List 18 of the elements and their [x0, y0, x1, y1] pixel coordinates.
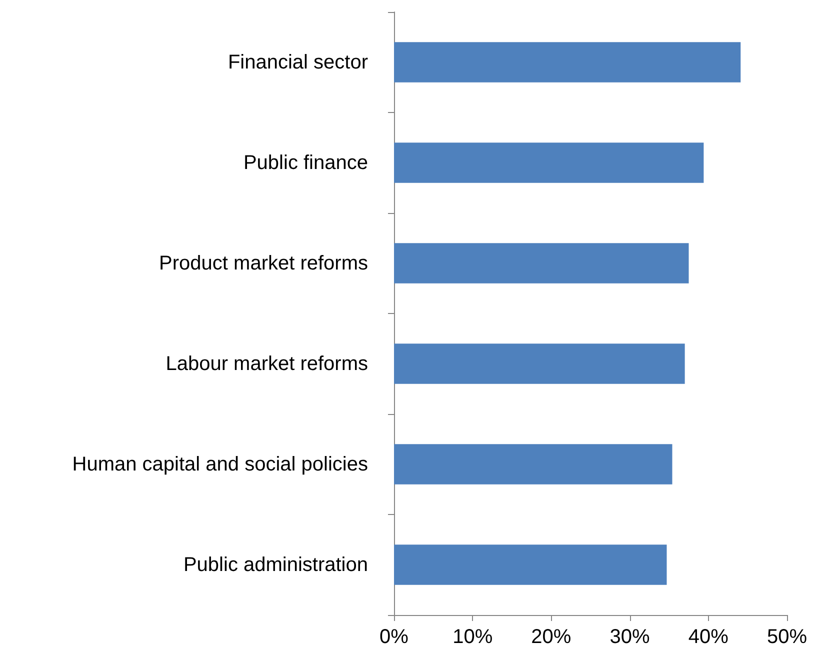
bar	[394, 243, 689, 284]
x-tick-label: 30%	[610, 626, 650, 648]
x-tick-label: 50%	[766, 626, 808, 648]
y-tick-label: Product market reforms	[159, 252, 368, 274]
y-tick-label: Financial sector	[228, 51, 368, 74]
bar	[394, 42, 741, 82]
x-tick-label: 10%	[452, 626, 493, 648]
bar	[394, 142, 704, 183]
x-tick-label: 20%	[531, 626, 572, 648]
y-tick-label: Public administration	[183, 554, 368, 576]
x-tick-label: 0%	[380, 626, 409, 648]
bar	[394, 544, 667, 585]
x-tick-label: 40%	[688, 626, 729, 648]
bar	[394, 344, 685, 384]
y-tick-label: Public finance	[243, 152, 368, 174]
y-tick-label: Human capital and social policies	[72, 453, 368, 476]
y-tick-label: Labour market reforms	[166, 352, 368, 375]
bar	[394, 444, 672, 484]
